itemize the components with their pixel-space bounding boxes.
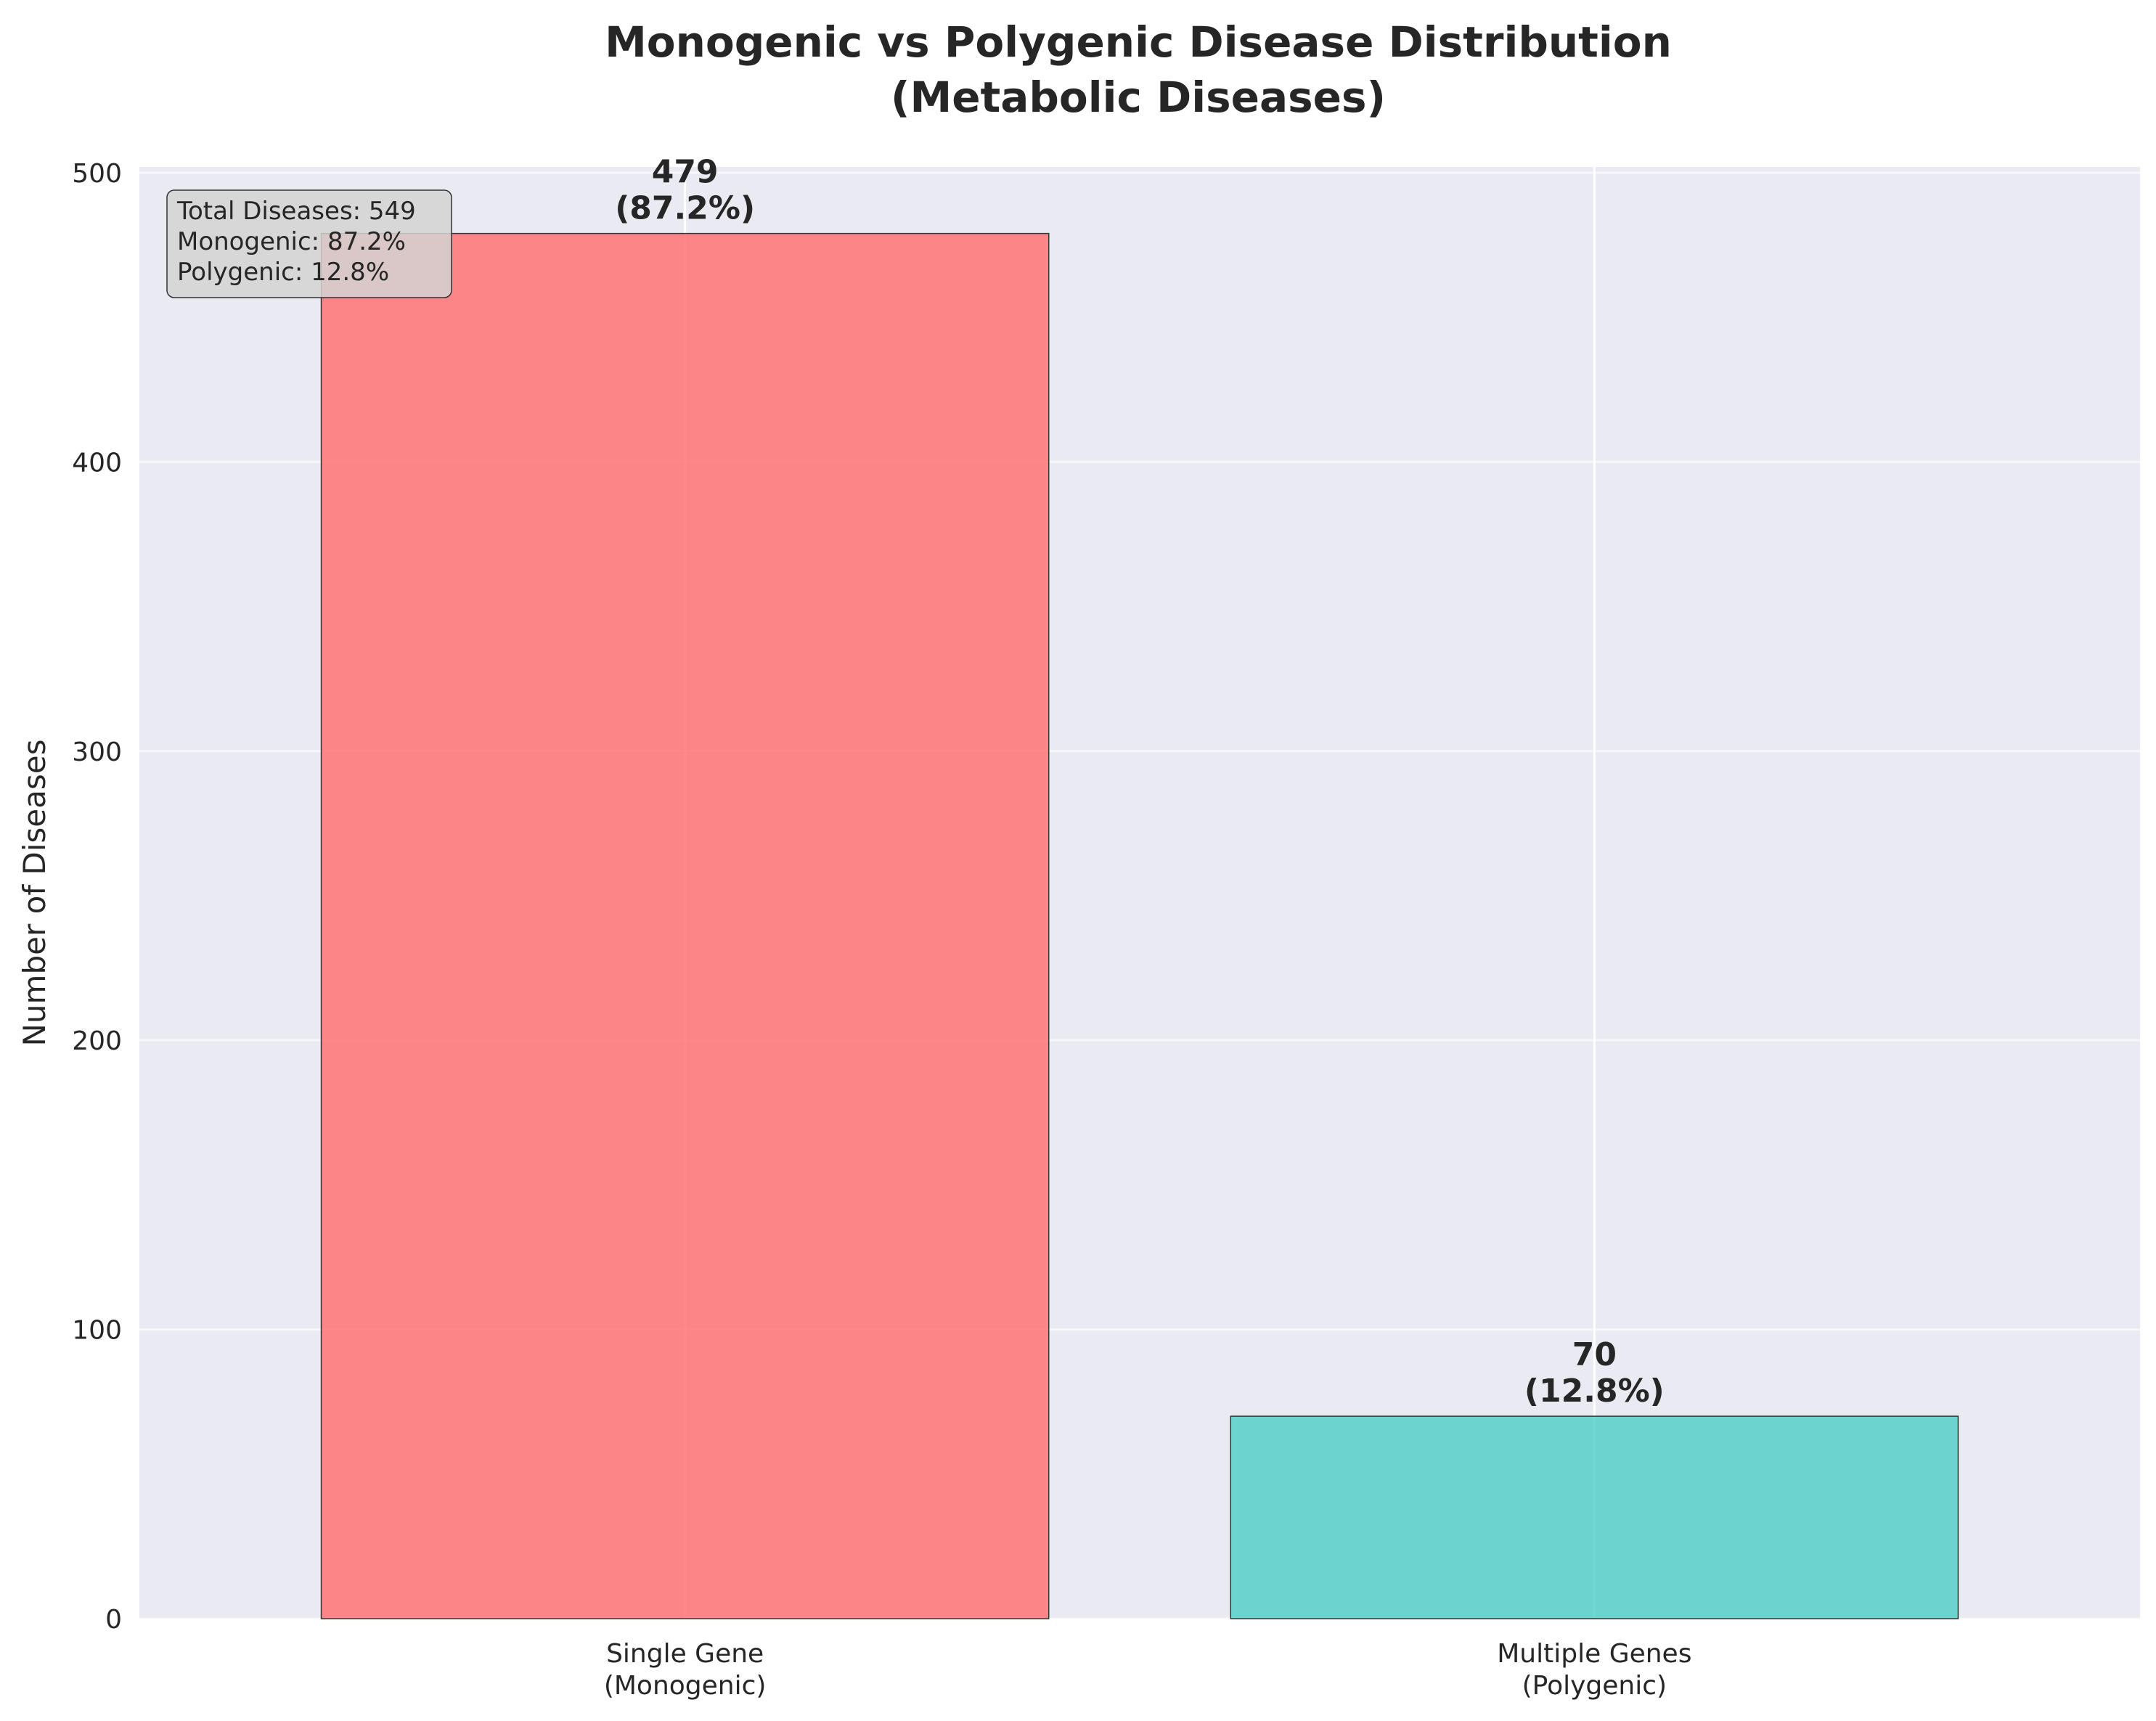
bar-value-label: 479 (87.2%) [615, 154, 755, 227]
y-tick-label: 500 [72, 159, 122, 189]
bar [1230, 1415, 1959, 1619]
x-tick-label: Multiple Genes (Polygenic) [1497, 1639, 1691, 1701]
y-tick-label: 200 [72, 1026, 122, 1056]
bars [320, 232, 1959, 1619]
x-tick-labels: Single Gene (Monogenic) Multiple Genes (Pol… [604, 1639, 1692, 1701]
chart-title: Monogenic vs Polygenic Disease Distribut… [605, 17, 1672, 122]
annotation-background [166, 189, 452, 298]
annotation-line: Total Diseases: 549 [176, 197, 416, 226]
y-tick-labels: 0 100 200 300 400 500 [72, 159, 122, 1635]
x-tick-label: Single Gene (Monogenic) [604, 1639, 767, 1701]
data-labels: 479 (87.2%) 70 (12.8%) [615, 154, 1665, 1410]
annotation-line: Monogenic: 87.2% [177, 227, 406, 256]
y-tick-label: 400 [72, 448, 122, 478]
bar-value-label: 70 (12.8%) [1524, 1336, 1665, 1410]
y-axis-label: Number of Diseases [17, 740, 52, 1047]
bar [320, 232, 1050, 1619]
y-tick-label: 0 [105, 1605, 122, 1635]
annotation-line: Polygenic: 12.8% [177, 258, 389, 287]
y-tick-label: 300 [72, 737, 122, 767]
y-tick-label: 100 [72, 1316, 122, 1346]
